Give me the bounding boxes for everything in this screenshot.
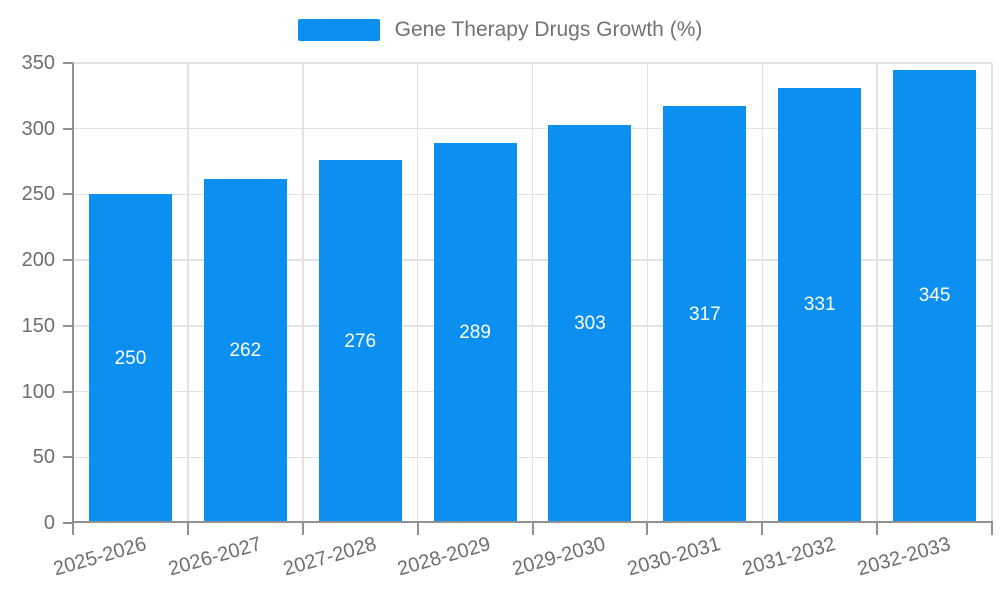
x-tick-label: 2026-2027: [165, 532, 264, 581]
y-tick-label: 0: [43, 512, 55, 534]
x-axis-line: [72, 521, 993, 523]
plot-area: 0 50 100 150 200 250 300 350 250 2025-2026 262 2026…: [22, 52, 993, 580]
bar-value-label: 331: [803, 294, 836, 316]
bar[interactable]: [663, 106, 747, 523]
bar[interactable]: [778, 87, 862, 523]
x-tick-label: 2030-2031: [625, 532, 724, 581]
y-axis-tick: [63, 62, 73, 64]
y-tick-label: 350: [21, 52, 55, 74]
y-axis-line: [72, 63, 74, 523]
x-axis-tick: [646, 523, 649, 535]
y-tick-label: 100: [21, 380, 55, 403]
bar-value-label: 303: [574, 312, 606, 334]
legend-swatch-icon: [297, 19, 380, 41]
x-axis-tick: [761, 523, 764, 535]
x-axis-tick: [991, 523, 993, 535]
x-tick-label: 2027-2028: [280, 532, 379, 581]
y-axis-tick: [63, 259, 73, 262]
bar[interactable]: [88, 194, 172, 523]
y-tick-label: 300: [21, 117, 55, 140]
y-tick-label: 200: [21, 249, 55, 272]
bar-value-label: 276: [344, 330, 377, 352]
bar[interactable]: [203, 178, 287, 523]
y-axis-tick: [63, 324, 73, 327]
x-tick-label: 2028-2029: [395, 532, 494, 581]
x-axis-tick: [416, 523, 419, 535]
x-axis-tick: [186, 523, 189, 535]
y-tick-label: 50: [32, 446, 55, 469]
bar-value-label: 317: [688, 303, 721, 325]
x-tick-label: 2032-2033: [854, 532, 953, 581]
gridline-x: [761, 63, 763, 523]
x-axis-tick: [876, 523, 879, 535]
y-axis-tick: [63, 193, 73, 196]
bar-value-label: 289: [459, 322, 491, 344]
gridline-x: [302, 63, 304, 523]
y-tick-label: 250: [21, 183, 55, 206]
y-axis-tick: [63, 456, 73, 459]
x-tick-label: 2029-2030: [510, 532, 609, 581]
gridline-x: [876, 63, 878, 523]
x-tick-label: 2031-2032: [740, 532, 839, 581]
gridline-x: [646, 63, 649, 523]
bar-value-label: 345: [918, 285, 951, 307]
gridline-x: [991, 63, 993, 523]
bar-value-label: 262: [229, 339, 262, 361]
y-tick-label: 150: [21, 314, 55, 337]
y-axis-tick: [63, 522, 73, 524]
bar[interactable]: [548, 124, 632, 523]
x-axis-tick: [301, 523, 304, 535]
gridline-x: [531, 63, 534, 523]
bar[interactable]: [318, 160, 402, 523]
gridline-x: [416, 63, 419, 523]
bar[interactable]: [893, 69, 977, 523]
x-tick-label: 2025-2026: [50, 532, 149, 581]
x-axis-tick: [72, 523, 74, 535]
legend-label: Gene Therapy Drugs Growth (%): [394, 18, 703, 41]
gridline-x: [187, 63, 189, 523]
legend[interactable]: Gene Therapy Drugs Growth (%): [0, 18, 1000, 42]
bar[interactable]: [433, 143, 517, 523]
x-axis-tick: [531, 523, 534, 535]
bar-value-label: 250: [114, 347, 147, 369]
y-axis-tick: [63, 127, 73, 130]
y-axis-tick: [63, 390, 73, 393]
